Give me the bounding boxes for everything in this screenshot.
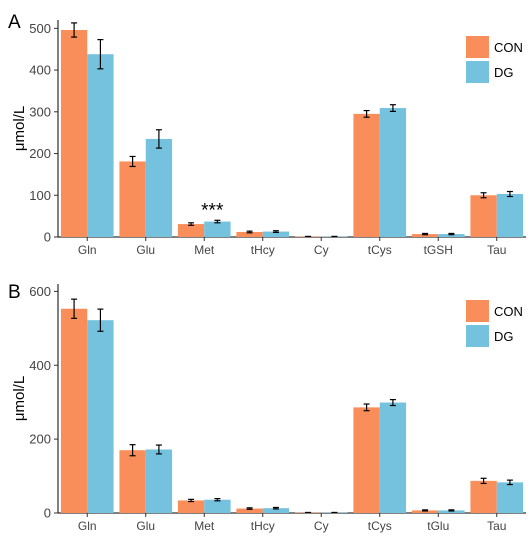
y-tick-label: 200 (29, 146, 51, 161)
bar-dg-tgsh (438, 234, 465, 237)
chart-panel-a: A 0 100 200 300 400 500 μmol/L Gln Glu Met tHcy Cy tC… (8, 12, 526, 257)
x-tick-label: Cy (314, 519, 329, 533)
bar-dg-tcys (379, 402, 407, 513)
bar-con-tcys (353, 113, 380, 237)
bar-dg-glu (145, 449, 173, 513)
bar-dg-met (204, 499, 231, 513)
x-tick-label: Tau (487, 243, 506, 257)
bar-dg-tglu (438, 510, 465, 513)
bar-dg-tau (496, 482, 524, 513)
bar-con-thcy (236, 231, 263, 237)
x-tick-label: Gln (78, 519, 97, 533)
bar-con-tgsh (411, 234, 439, 237)
y-tick-label: 400 (29, 63, 51, 78)
y-tick-label: 400 (29, 358, 51, 373)
y-tick-label: 100 (29, 188, 51, 203)
legend-label-con: CON (494, 304, 523, 319)
x-tick-label: Met (194, 519, 215, 533)
panel-label: B (8, 282, 21, 303)
legend-swatch-con (466, 36, 489, 58)
legend-swatch-dg (466, 61, 489, 83)
x-tick-label: tHcy (251, 243, 275, 257)
y-tick-label: 500 (29, 21, 51, 36)
x-tick-label: tGSH (424, 243, 453, 257)
bar-con-tglu (411, 510, 439, 513)
y-tick-label: 0 (44, 506, 51, 521)
x-tick-label: tCys (368, 519, 392, 533)
chart-panel-b: B 0 200 400 600 μmol/L Gln Glu Met tHcy Cy tCys tGlu… (8, 282, 526, 533)
y-axis-label: μmol/L (11, 106, 28, 151)
y-tick-label: 200 (29, 432, 51, 447)
y-tick-label: 600 (29, 284, 51, 299)
bar-con-met (177, 224, 205, 237)
y-tick-label: 0 (44, 230, 51, 245)
significance-annotation: *** (201, 200, 224, 221)
bar-con-glu (119, 161, 146, 237)
bar-con-tau (470, 195, 497, 237)
legend-label-dg: DG (494, 65, 514, 80)
legend-label-con: CON (494, 40, 523, 55)
bar-dg-gln (87, 54, 114, 237)
legend-label-dg: DG (494, 329, 514, 344)
x-tick-label: Glu (136, 519, 155, 533)
x-tick-label: tGlu (427, 519, 449, 533)
bar-con-tcys (353, 407, 380, 513)
bar-con-glu (119, 450, 146, 513)
y-tick-label: 300 (29, 104, 51, 119)
y-axis-label: μmol/L (11, 376, 28, 421)
bar-con-gln (60, 308, 88, 513)
x-tick-label: tHcy (251, 519, 275, 533)
bar-dg-tau (496, 194, 524, 237)
legend-swatch-con (466, 300, 489, 322)
x-tick-label: tCys (368, 243, 392, 257)
bar-con-met (177, 500, 205, 513)
x-tick-label: Cy (314, 243, 329, 257)
bar-dg-gln (87, 320, 114, 513)
bar-dg-met (204, 221, 231, 237)
bar-dg-tcys (379, 108, 407, 237)
legend-swatch-dg (466, 325, 489, 347)
bar-dg-thcy (262, 231, 290, 237)
bar-con-tau (470, 480, 497, 513)
x-tick-label: Met (194, 243, 215, 257)
x-tick-label: Gln (78, 243, 97, 257)
bar-dg-thcy (262, 508, 290, 513)
bar-con-gln (60, 30, 88, 238)
bar-con-thcy (236, 508, 263, 513)
x-tick-label: Glu (136, 243, 155, 257)
panel-label: A (8, 12, 21, 33)
bar-dg-glu (145, 138, 173, 237)
x-tick-label: Tau (487, 519, 506, 533)
